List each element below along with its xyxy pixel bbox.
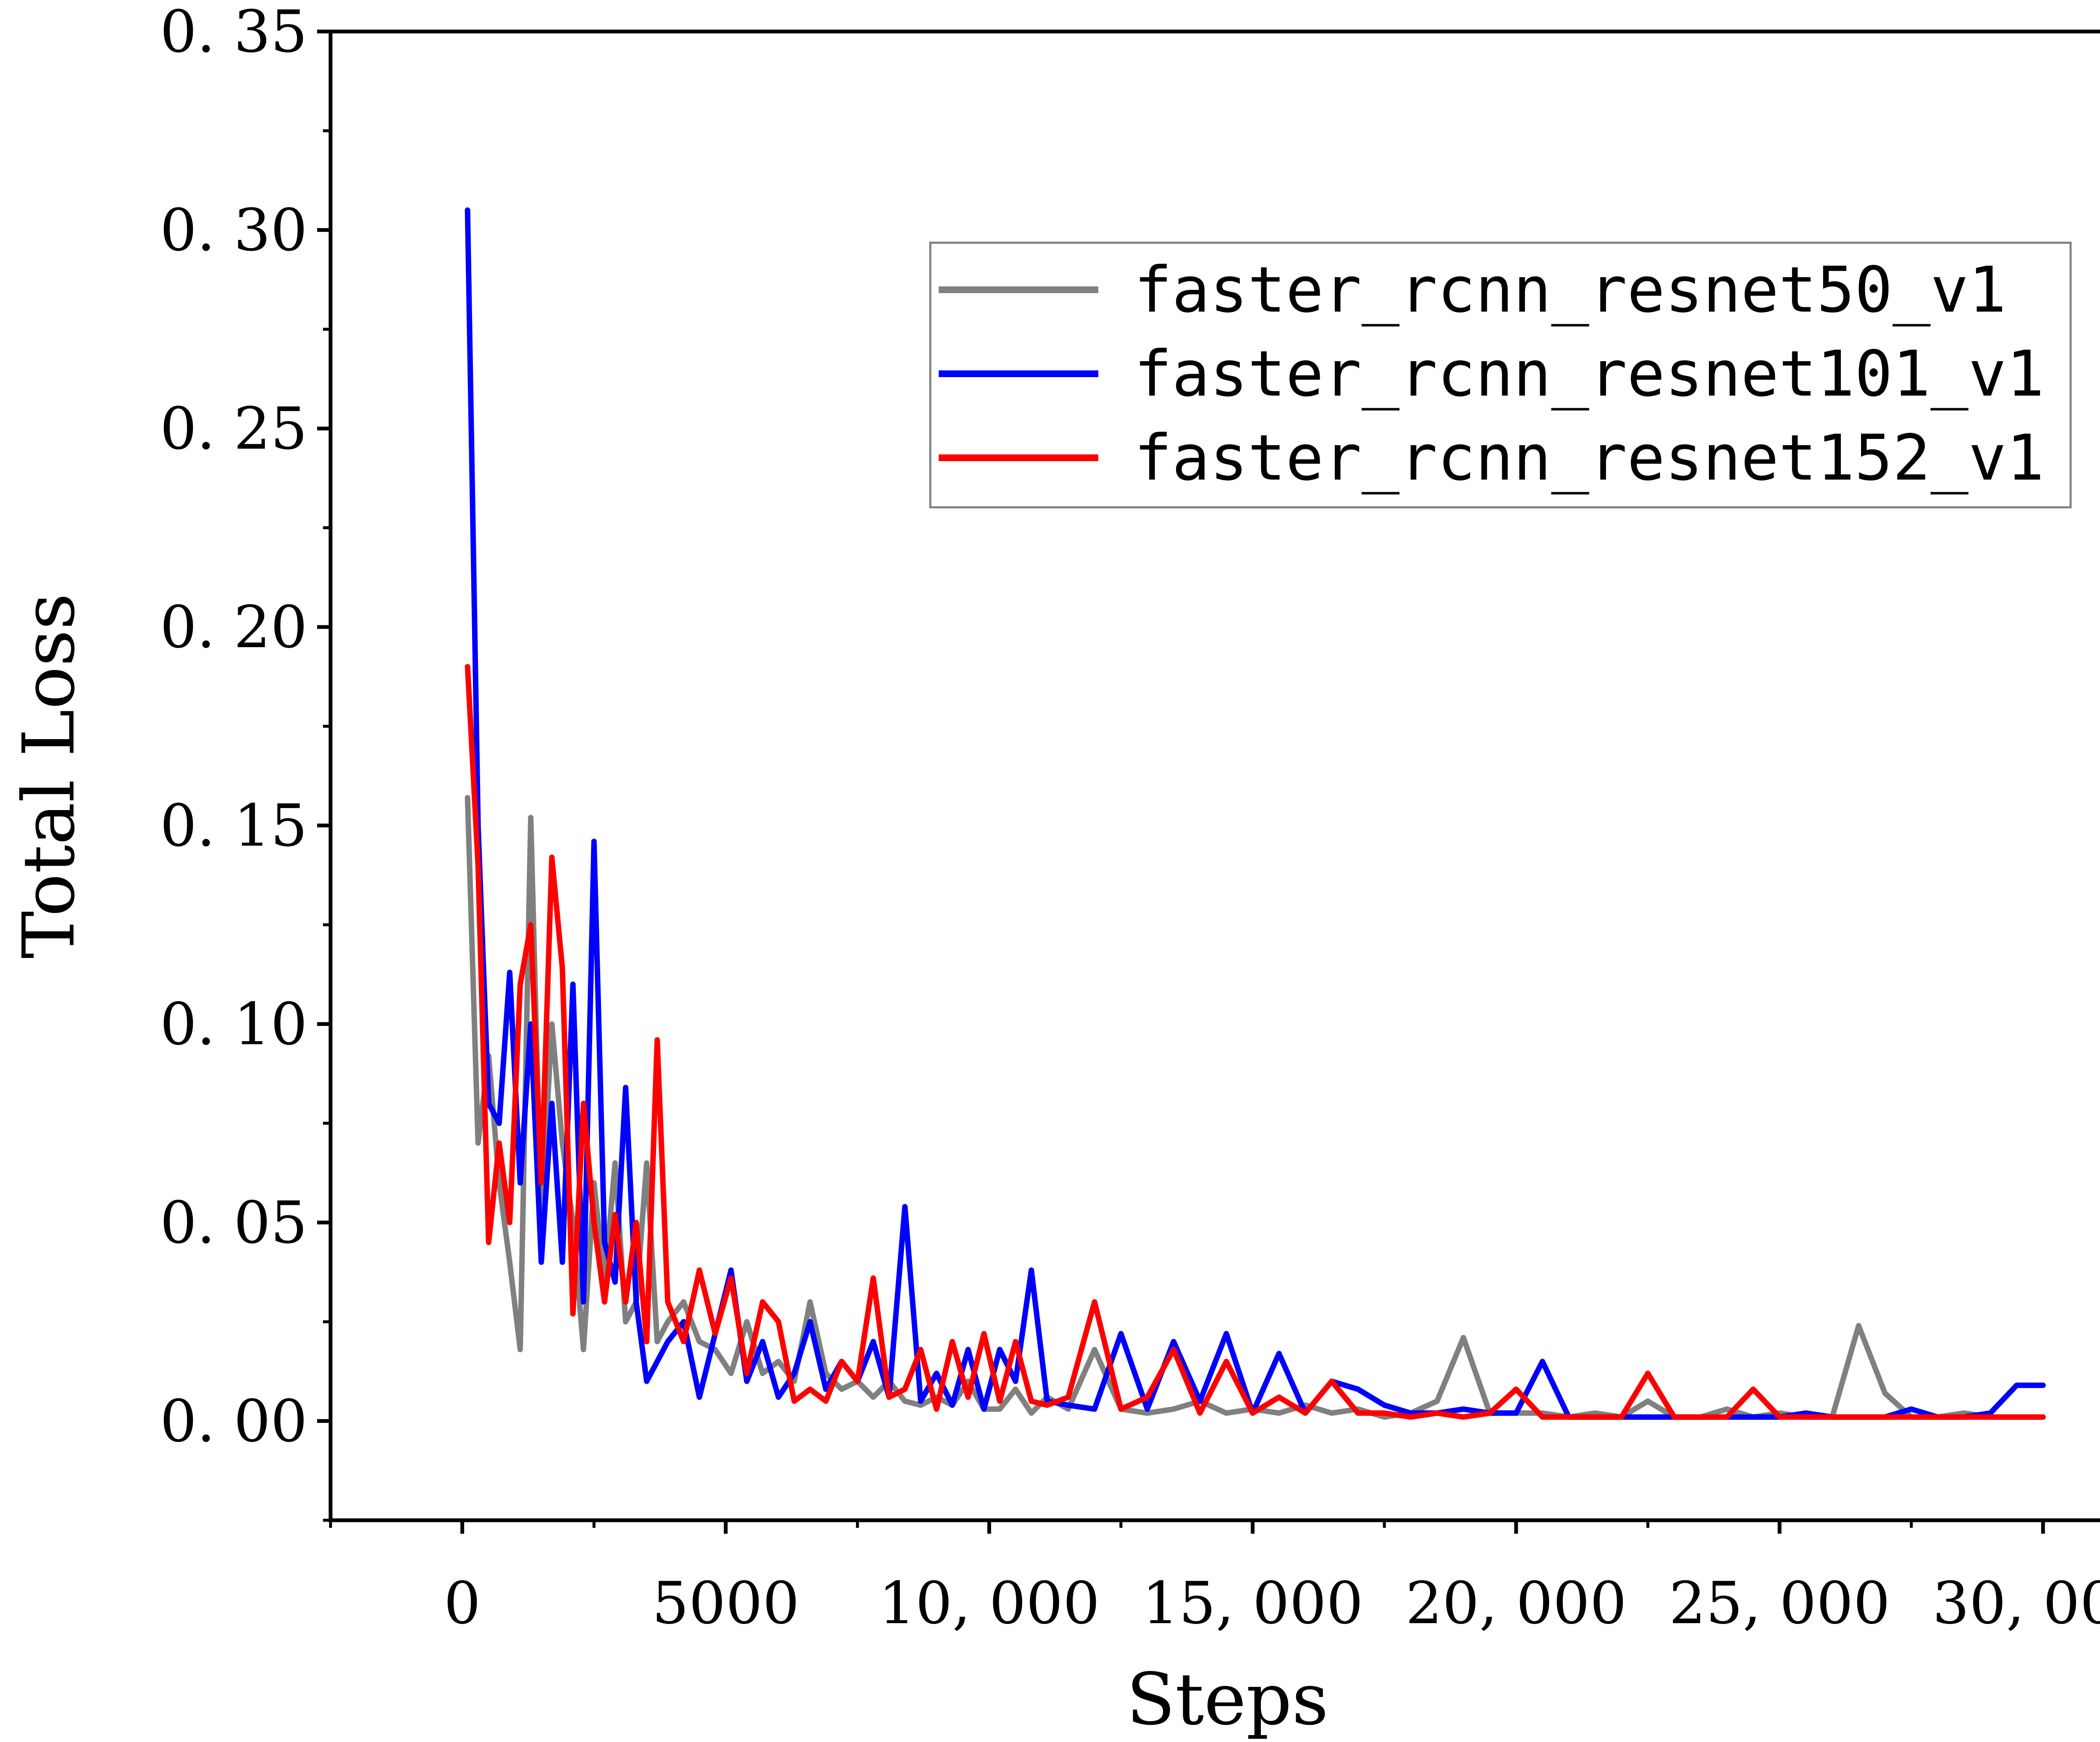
legend-label-resnet152: faster_rcnn_resnet152_v1: [1134, 422, 2044, 495]
x-tick-label: 0: [444, 1569, 481, 1637]
series-lines: [465, 207, 2046, 1420]
y-tick-label: 0. 05: [160, 1189, 307, 1257]
y-tick-label: 0. 25: [160, 395, 307, 462]
x-tick-label: 30, 000: [1932, 1569, 2100, 1637]
legend-label-resnet50: faster_rcnn_resnet50_v1: [1134, 254, 2006, 327]
x-axis-title: Steps: [1126, 1658, 1328, 1741]
y-axis: 0. 00 0. 05 0. 10 0. 15 0. 20 0. 25 0. 30 0. 35: [160, 0, 332, 1522]
legend-box: [929, 241, 2072, 509]
x-tick-label: 25, 000: [1669, 1569, 1890, 1637]
x-tick-label: 5000: [652, 1569, 799, 1637]
legend: faster_rcnn_resnet50_v1 faster_rcnn_resn…: [929, 241, 2072, 509]
series-line-resnet152: [465, 664, 2046, 1420]
x-tick-label: 10, 000: [879, 1569, 1100, 1637]
x-tick-label: 15, 000: [1142, 1569, 1363, 1637]
y-tick-label: 0. 20: [160, 593, 307, 661]
y-tick-label: 0. 35: [160, 0, 307, 66]
y-tick-label: 0. 30: [160, 197, 307, 264]
legend-label-resnet101: faster_rcnn_resnet101_v1: [1134, 338, 2044, 411]
y-axis-title: Total Loss: [8, 593, 91, 958]
x-axis: 0 5000 10, 000 15, 000 20, 000 25, 000 30, 000: [329, 1519, 2100, 1637]
y-tick-label: 0. 00: [160, 1388, 307, 1455]
y-tick-label: 0. 10: [160, 990, 307, 1058]
y-tick-label: 0. 15: [160, 792, 307, 860]
x-tick-label: 20, 000: [1405, 1569, 1627, 1637]
